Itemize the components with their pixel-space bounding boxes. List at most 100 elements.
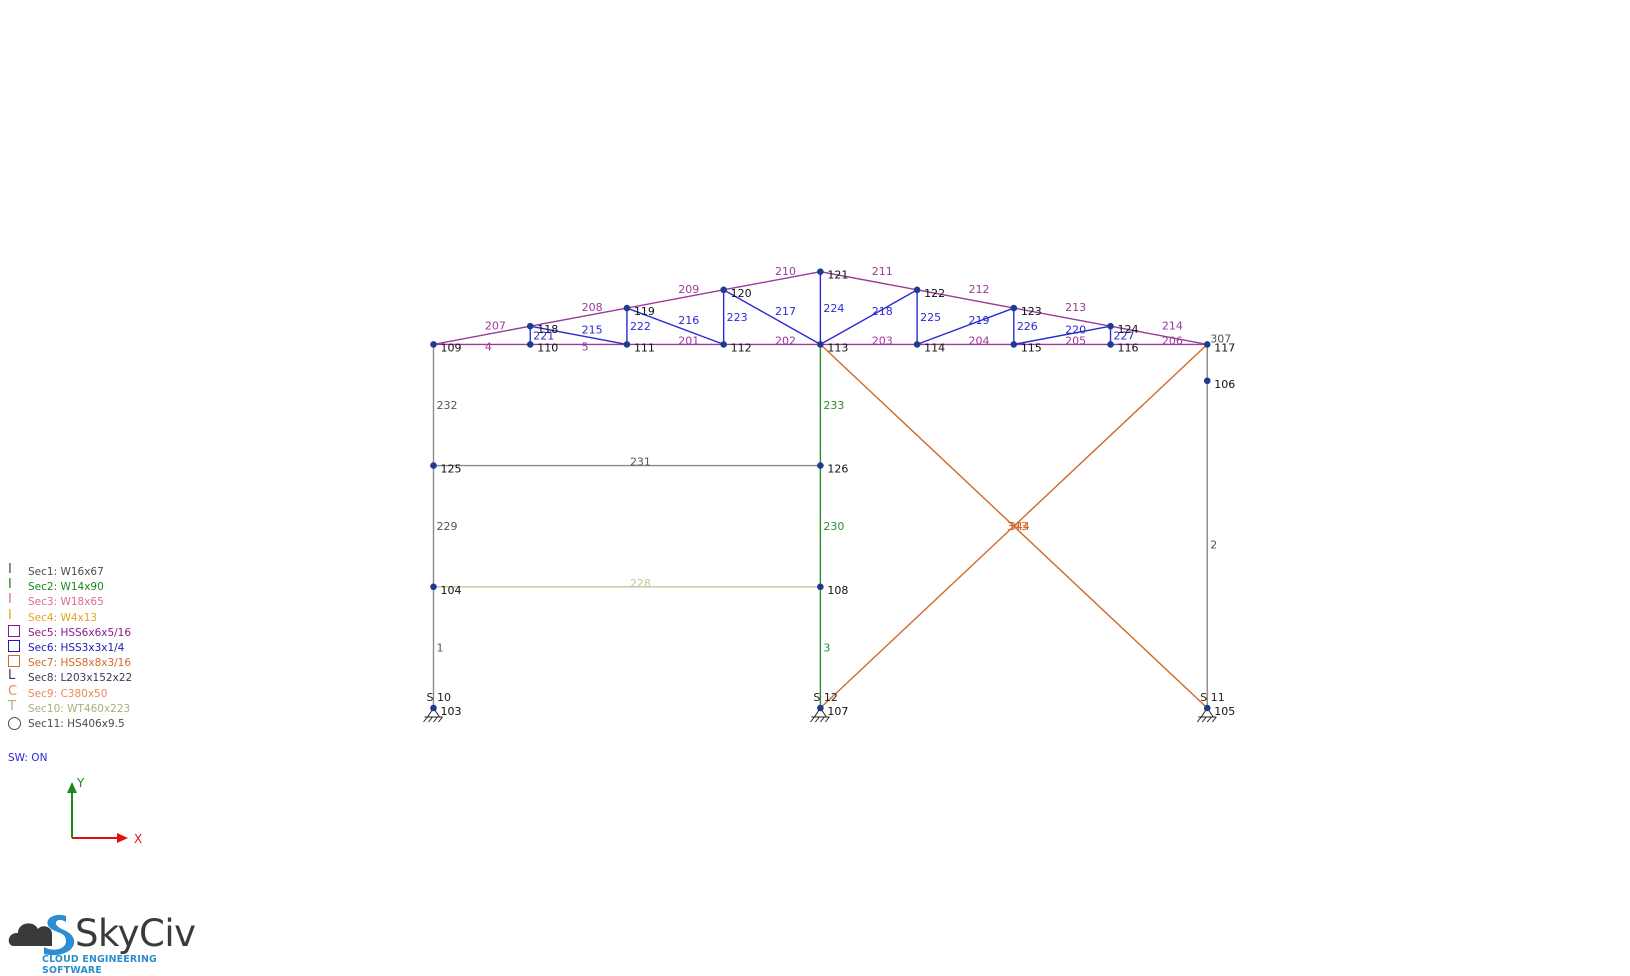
support-hatch	[428, 716, 433, 723]
hss-section-icon	[8, 639, 20, 652]
node-label: 121	[827, 269, 848, 282]
node-117[interactable]	[1203, 341, 1211, 348]
member-label: 4	[485, 340, 492, 353]
member-label: 212	[968, 283, 989, 296]
node-126[interactable]	[817, 462, 824, 469]
node-label: 110	[537, 341, 558, 354]
node-113[interactable]	[817, 341, 824, 348]
member-216[interactable]	[626, 307, 724, 346]
i-beam-section-icon: I	[8, 577, 12, 593]
node-105[interactable]	[1203, 704, 1211, 712]
support-label: S 12	[813, 691, 837, 704]
member-220[interactable]	[1013, 325, 1111, 346]
node-label: 117	[1214, 341, 1235, 354]
node-label: 115	[1021, 341, 1042, 354]
node-label: 122	[924, 287, 945, 300]
member-211[interactable]	[820, 270, 918, 291]
member-215[interactable]	[530, 325, 628, 346]
self-weight-status[interactable]: SW: ON	[8, 752, 48, 764]
member-label: 224	[823, 302, 844, 315]
node-125[interactable]	[430, 462, 437, 469]
member-213[interactable]	[1013, 307, 1111, 327]
member-217[interactable]	[723, 289, 821, 346]
i-beam-section-icon: I	[8, 562, 12, 577]
node-label: 125	[441, 463, 462, 476]
hss-section-icon	[8, 655, 20, 668]
node-116[interactable]	[1107, 341, 1114, 348]
legend-label: Sec5: HSS6x6x5/16	[28, 626, 132, 639]
support-label: S 11	[1200, 691, 1224, 704]
member-label: 216	[678, 314, 699, 327]
member-212[interactable]	[916, 289, 1014, 309]
member-label: 214	[1162, 319, 1183, 332]
member-219[interactable]	[916, 307, 1015, 346]
angle-section-icon: L	[8, 668, 16, 684]
member-210[interactable]	[723, 270, 821, 291]
y-axis-label: Y	[76, 776, 85, 790]
node-122[interactable]	[913, 286, 921, 294]
skyciv-cloud-icon	[8, 914, 75, 956]
node-108[interactable]	[817, 583, 824, 591]
node-107[interactable]	[817, 704, 824, 712]
node-112[interactable]	[720, 341, 727, 348]
legend-label: Sec2: W14x90	[28, 581, 104, 594]
i-beam-section-icon: I	[8, 607, 12, 623]
node-106[interactable]	[1203, 377, 1211, 385]
node-111[interactable]	[623, 341, 631, 348]
node-123[interactable]	[1010, 304, 1018, 312]
node-120[interactable]	[720, 286, 727, 294]
node-109[interactable]	[430, 341, 437, 348]
member-label: 3	[823, 641, 830, 654]
member-label: 201	[678, 334, 699, 347]
member-207[interactable]	[433, 325, 531, 346]
legend-label: Sec4: W4x13	[28, 611, 98, 624]
member-label: 220	[1065, 323, 1086, 336]
node-121[interactable]	[817, 268, 824, 275]
member-label: 344	[1009, 520, 1030, 533]
y-axis-arrowhead	[67, 782, 77, 793]
node-110[interactable]	[526, 341, 534, 348]
member-label: 211	[872, 265, 893, 278]
legend-label: Sec7: HSS8x8x3/16	[28, 657, 132, 670]
member-208[interactable]	[530, 307, 628, 327]
member-label: 209	[678, 283, 699, 296]
node-114[interactable]	[913, 341, 921, 348]
support-hatch	[809, 716, 815, 723]
member-label: 226	[1017, 320, 1038, 333]
legend-label: Sec9: C380x50	[28, 687, 108, 700]
node-118[interactable]	[526, 322, 534, 330]
member-label: 215	[582, 323, 603, 336]
member-218[interactable]	[820, 289, 918, 346]
member-209[interactable]	[626, 289, 724, 309]
support-hatch	[824, 716, 830, 723]
node-label: 107	[827, 705, 848, 718]
member-label: 223	[727, 311, 748, 324]
member-344[interactable]	[819, 343, 1208, 709]
node-label: 113	[827, 341, 848, 354]
legend-label: Sec6: HSS3x3x1/4	[28, 641, 125, 654]
support-hatch	[1211, 716, 1217, 723]
member-label: 1	[437, 641, 444, 654]
node-label: 112	[731, 341, 752, 354]
member-214[interactable]	[1110, 325, 1208, 346]
node-124[interactable]	[1107, 322, 1114, 330]
node-label: 116	[1118, 341, 1139, 354]
node-119[interactable]	[623, 304, 631, 312]
support-hatch	[1201, 716, 1207, 723]
x-axis-label: X	[134, 832, 142, 846]
node-103[interactable]	[430, 704, 437, 712]
member-label: 208	[582, 301, 603, 314]
member-label: 206	[1162, 334, 1183, 347]
legend-label: Sec1: W16x67	[28, 566, 104, 578]
member-label: 227	[1114, 329, 1135, 342]
hss-section-icon	[8, 624, 20, 637]
node-label: 124	[1118, 323, 1139, 336]
member-label: 222	[630, 320, 651, 333]
support-hatch	[433, 716, 438, 723]
member-label: 221	[533, 329, 554, 342]
node-104[interactable]	[430, 583, 437, 591]
skyciv-logo: SkyCiv CLOUD ENGINEERING SOFTWARE	[8, 910, 196, 976]
node-115[interactable]	[1010, 341, 1018, 348]
